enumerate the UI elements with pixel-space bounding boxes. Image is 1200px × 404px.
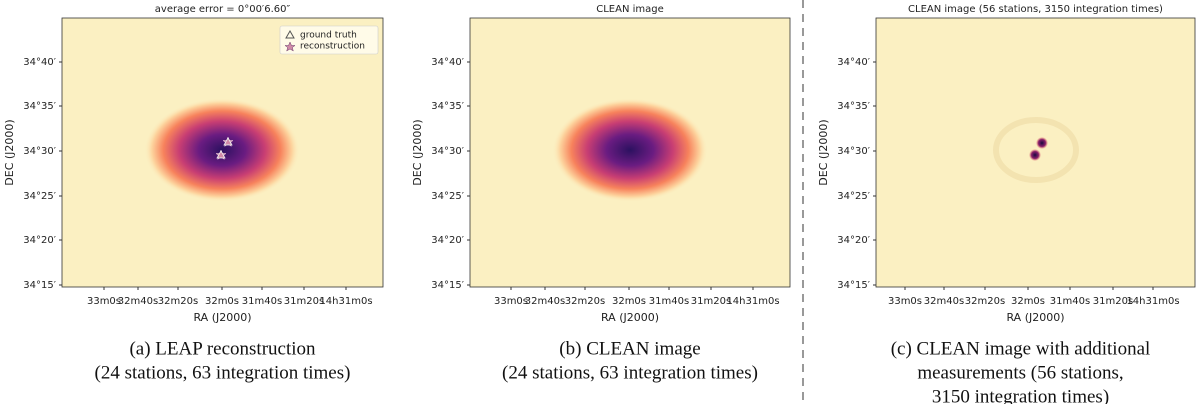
y-tick-label: 34°35′ [23,101,56,112]
y-tick-label: 34°15′ [23,280,56,291]
reconstruction-star [222,136,234,147]
y-axis-label: DEC (J2000) [817,119,830,185]
caption-line: (24 stations, 63 integration times) [502,362,758,383]
y-tick-label: 34°20′ [23,235,56,246]
y-tick-label: 34°25′ [23,191,56,202]
ground-truth-triangle [223,137,233,146]
y-tick-label: 34°40′ [23,57,56,68]
y-tick-label: 34°40′ [431,57,464,68]
caption-line: (b) CLEAN image [559,338,700,359]
x-tick-label: 32m40s [924,296,964,307]
x-tick-label: 32m0s [205,296,239,307]
legend-star [284,41,296,52]
legend-label: ground truth [300,31,357,41]
x-tick-label: 31m20s [284,296,324,307]
caption-line: (a) LEAP reconstruction [129,338,316,359]
source-dot [1029,149,1041,161]
legend-box [279,25,379,55]
x-tick-label: 31m40s [649,296,689,307]
y-tick-label: 34°25′ [837,191,870,202]
x-tick-label: 32m0s [612,296,646,307]
panel-title: CLEAN image [596,4,664,15]
x-tick-label: 33m0s [888,296,922,307]
x-tick-label: 14h31m0s [1126,296,1179,307]
y-tick-label: 34°40′ [837,57,870,68]
y-tick-label: 34°20′ [431,235,464,246]
caption-line: measurements (56 stations, [917,362,1123,383]
caption-line: 3150 integration times) [932,386,1109,404]
x-tick-label: 31m40s [242,296,282,307]
x-axis-label: RA (J2000) [193,311,251,324]
y-tick-label: 34°30′ [431,146,464,157]
y-tick-label: 34°25′ [431,191,464,202]
panel-title: average error = 0°00′6.60″ [155,4,291,15]
x-tick-label: 32m0s [1011,296,1045,307]
sidelobe [993,117,1079,183]
x-axis-label: RA (J2000) [601,311,659,324]
x-tick-label: 32m40s [525,296,565,307]
legend-triangle [285,29,295,39]
legend-label: reconstruction [300,42,365,52]
y-tick-label: 34°20′ [837,235,870,246]
reconstruction-star [215,149,227,160]
x-tick-label: 32m20s [158,296,198,307]
source-blob [144,98,300,202]
y-tick-label: 34°35′ [837,101,870,112]
x-tick-label: 31m40s [1050,296,1090,307]
y-axis-label: DEC (J2000) [411,119,424,185]
x-tick-label: 31m20s [691,296,731,307]
ground-truth-triangle [216,150,226,159]
source-blob [552,98,708,202]
y-tick-label: 34°15′ [431,280,464,291]
y-tick-label: 34°35′ [431,101,464,112]
source-dot [1036,137,1048,149]
caption-line: (24 stations, 63 integration times) [95,362,351,383]
x-tick-label: 32m40s [118,296,158,307]
panel-title: CLEAN image (56 stations, 3150 integrati… [908,4,1163,15]
y-tick-label: 34°15′ [837,280,870,291]
x-tick-label: 32m20s [565,296,605,307]
x-tick-label: 14h31m0s [726,296,779,307]
x-axis-label: RA (J2000) [1006,311,1064,324]
x-tick-label: 32m20s [965,296,1005,307]
y-tick-label: 34°30′ [837,146,870,157]
x-tick-label: 33m0s [87,296,121,307]
x-tick-label: 33m0s [494,296,528,307]
caption-line: (c) CLEAN image with additional [891,338,1151,359]
x-tick-label: 31m20s [1093,296,1133,307]
y-tick-label: 34°30′ [23,146,56,157]
x-tick-label: 14h31m0s [319,296,372,307]
y-axis-label: DEC (J2000) [3,119,16,185]
